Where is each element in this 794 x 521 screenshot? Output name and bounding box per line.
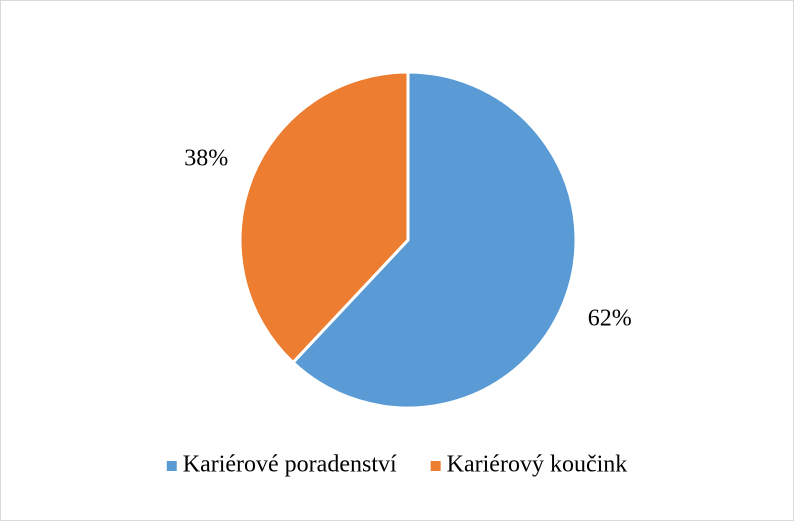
- pie-slice: [238, 70, 410, 365]
- pie-slice: [290, 70, 578, 410]
- legend-item: Kariérové poradenství: [166, 452, 397, 478]
- legend-swatch: [430, 461, 441, 471]
- data-label: 62%: [588, 305, 632, 331]
- data-label: 38%: [184, 146, 228, 172]
- legend-swatch: [166, 461, 177, 471]
- legend-item: Kariérový koučink: [430, 452, 628, 478]
- legend-label: Kariérový koučink: [447, 452, 628, 478]
- legend-label: Kariérové poradenství: [183, 452, 397, 478]
